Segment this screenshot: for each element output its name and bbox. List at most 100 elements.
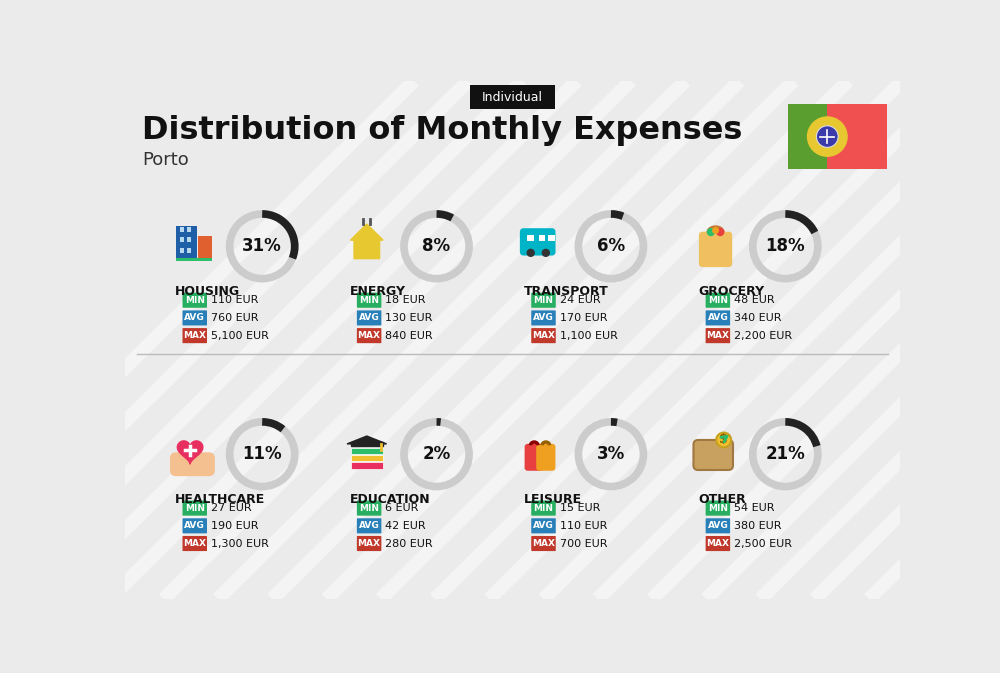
Text: GROCERY: GROCERY <box>698 285 765 298</box>
Bar <box>187 238 191 242</box>
Text: AVG: AVG <box>708 314 728 322</box>
Text: 2%: 2% <box>422 446 451 463</box>
Text: 700 EUR: 700 EUR <box>560 538 607 548</box>
Text: 31%: 31% <box>242 238 282 255</box>
Text: MIN: MIN <box>359 295 379 305</box>
Text: MIN: MIN <box>359 503 379 513</box>
FancyBboxPatch shape <box>183 293 207 308</box>
Polygon shape <box>351 224 383 258</box>
Polygon shape <box>177 441 203 464</box>
Text: 340 EUR: 340 EUR <box>734 313 782 323</box>
Text: 1,100 EUR: 1,100 EUR <box>560 330 618 341</box>
Circle shape <box>808 117 847 156</box>
Bar <box>827 104 887 170</box>
Text: Porto: Porto <box>142 151 189 169</box>
Text: 5,100 EUR: 5,100 EUR <box>211 330 269 341</box>
FancyBboxPatch shape <box>183 328 207 343</box>
FancyBboxPatch shape <box>706 501 730 516</box>
Bar <box>548 235 555 242</box>
Text: 27 EUR: 27 EUR <box>211 503 252 513</box>
Text: 6 EUR: 6 EUR <box>385 503 419 513</box>
Text: 8%: 8% <box>422 238 451 255</box>
Polygon shape <box>362 231 374 256</box>
Bar <box>187 248 191 253</box>
Text: MIN: MIN <box>185 503 205 513</box>
Text: AVG: AVG <box>533 522 554 530</box>
Text: 15 EUR: 15 EUR <box>560 503 600 513</box>
FancyBboxPatch shape <box>170 452 215 476</box>
Text: LEISURE: LEISURE <box>524 493 582 505</box>
Text: $: $ <box>719 433 728 446</box>
FancyBboxPatch shape <box>357 328 381 343</box>
Text: AVG: AVG <box>184 314 205 322</box>
Text: 110 EUR: 110 EUR <box>560 521 607 531</box>
Text: ENERGY: ENERGY <box>350 285 406 298</box>
Text: MAX: MAX <box>358 539 381 548</box>
FancyBboxPatch shape <box>531 518 556 534</box>
Text: MIN: MIN <box>708 295 728 305</box>
FancyBboxPatch shape <box>183 310 207 326</box>
Bar <box>539 235 545 242</box>
Text: MAX: MAX <box>532 539 555 548</box>
Text: 24 EUR: 24 EUR <box>560 295 600 306</box>
Text: 21%: 21% <box>765 446 805 463</box>
Bar <box>180 227 184 232</box>
FancyBboxPatch shape <box>525 444 544 471</box>
Text: MAX: MAX <box>183 539 206 548</box>
FancyBboxPatch shape <box>706 328 730 343</box>
Bar <box>180 248 184 253</box>
Text: 2,500 EUR: 2,500 EUR <box>734 538 792 548</box>
FancyBboxPatch shape <box>706 536 730 551</box>
FancyBboxPatch shape <box>357 310 381 326</box>
Circle shape <box>716 433 731 448</box>
Text: EDUCATION: EDUCATION <box>350 493 430 505</box>
Text: AVG: AVG <box>359 314 380 322</box>
FancyBboxPatch shape <box>693 440 733 470</box>
Bar <box>788 104 827 170</box>
Bar <box>351 455 383 462</box>
Text: 18%: 18% <box>765 238 805 255</box>
Text: Individual: Individual <box>482 91 543 104</box>
FancyBboxPatch shape <box>706 293 730 308</box>
Text: 190 EUR: 190 EUR <box>211 521 259 531</box>
Text: MAX: MAX <box>706 331 729 340</box>
FancyBboxPatch shape <box>706 518 730 534</box>
Text: 18 EUR: 18 EUR <box>385 295 426 306</box>
Text: TRANSPORT: TRANSPORT <box>524 285 609 298</box>
Text: 2,200 EUR: 2,200 EUR <box>734 330 792 341</box>
FancyBboxPatch shape <box>531 536 556 551</box>
Bar <box>351 462 383 469</box>
Circle shape <box>816 126 838 147</box>
FancyBboxPatch shape <box>531 501 556 516</box>
Text: 11%: 11% <box>242 446 282 463</box>
Text: 110 EUR: 110 EUR <box>211 295 258 306</box>
FancyBboxPatch shape <box>357 518 381 534</box>
Text: MIN: MIN <box>534 503 554 513</box>
Text: OTHER: OTHER <box>698 493 746 505</box>
Text: MIN: MIN <box>708 503 728 513</box>
FancyBboxPatch shape <box>531 310 556 326</box>
Text: AVG: AVG <box>359 522 380 530</box>
FancyBboxPatch shape <box>183 536 207 551</box>
FancyBboxPatch shape <box>706 310 730 326</box>
FancyBboxPatch shape <box>531 328 556 343</box>
FancyBboxPatch shape <box>470 85 555 109</box>
Text: 130 EUR: 130 EUR <box>385 313 433 323</box>
Bar <box>180 238 184 242</box>
Text: AVG: AVG <box>533 314 554 322</box>
Text: 3%: 3% <box>597 446 625 463</box>
Text: 170 EUR: 170 EUR <box>560 313 607 323</box>
Text: 380 EUR: 380 EUR <box>734 521 782 531</box>
Bar <box>198 236 212 261</box>
Text: MAX: MAX <box>532 331 555 340</box>
Text: MIN: MIN <box>185 295 205 305</box>
Text: 280 EUR: 280 EUR <box>385 538 433 548</box>
Polygon shape <box>347 436 387 444</box>
Text: AVG: AVG <box>184 522 205 530</box>
FancyBboxPatch shape <box>699 232 732 267</box>
Polygon shape <box>351 441 383 446</box>
Text: 54 EUR: 54 EUR <box>734 503 775 513</box>
Text: HOUSING: HOUSING <box>175 285 240 298</box>
FancyBboxPatch shape <box>183 518 207 534</box>
FancyBboxPatch shape <box>536 444 555 471</box>
